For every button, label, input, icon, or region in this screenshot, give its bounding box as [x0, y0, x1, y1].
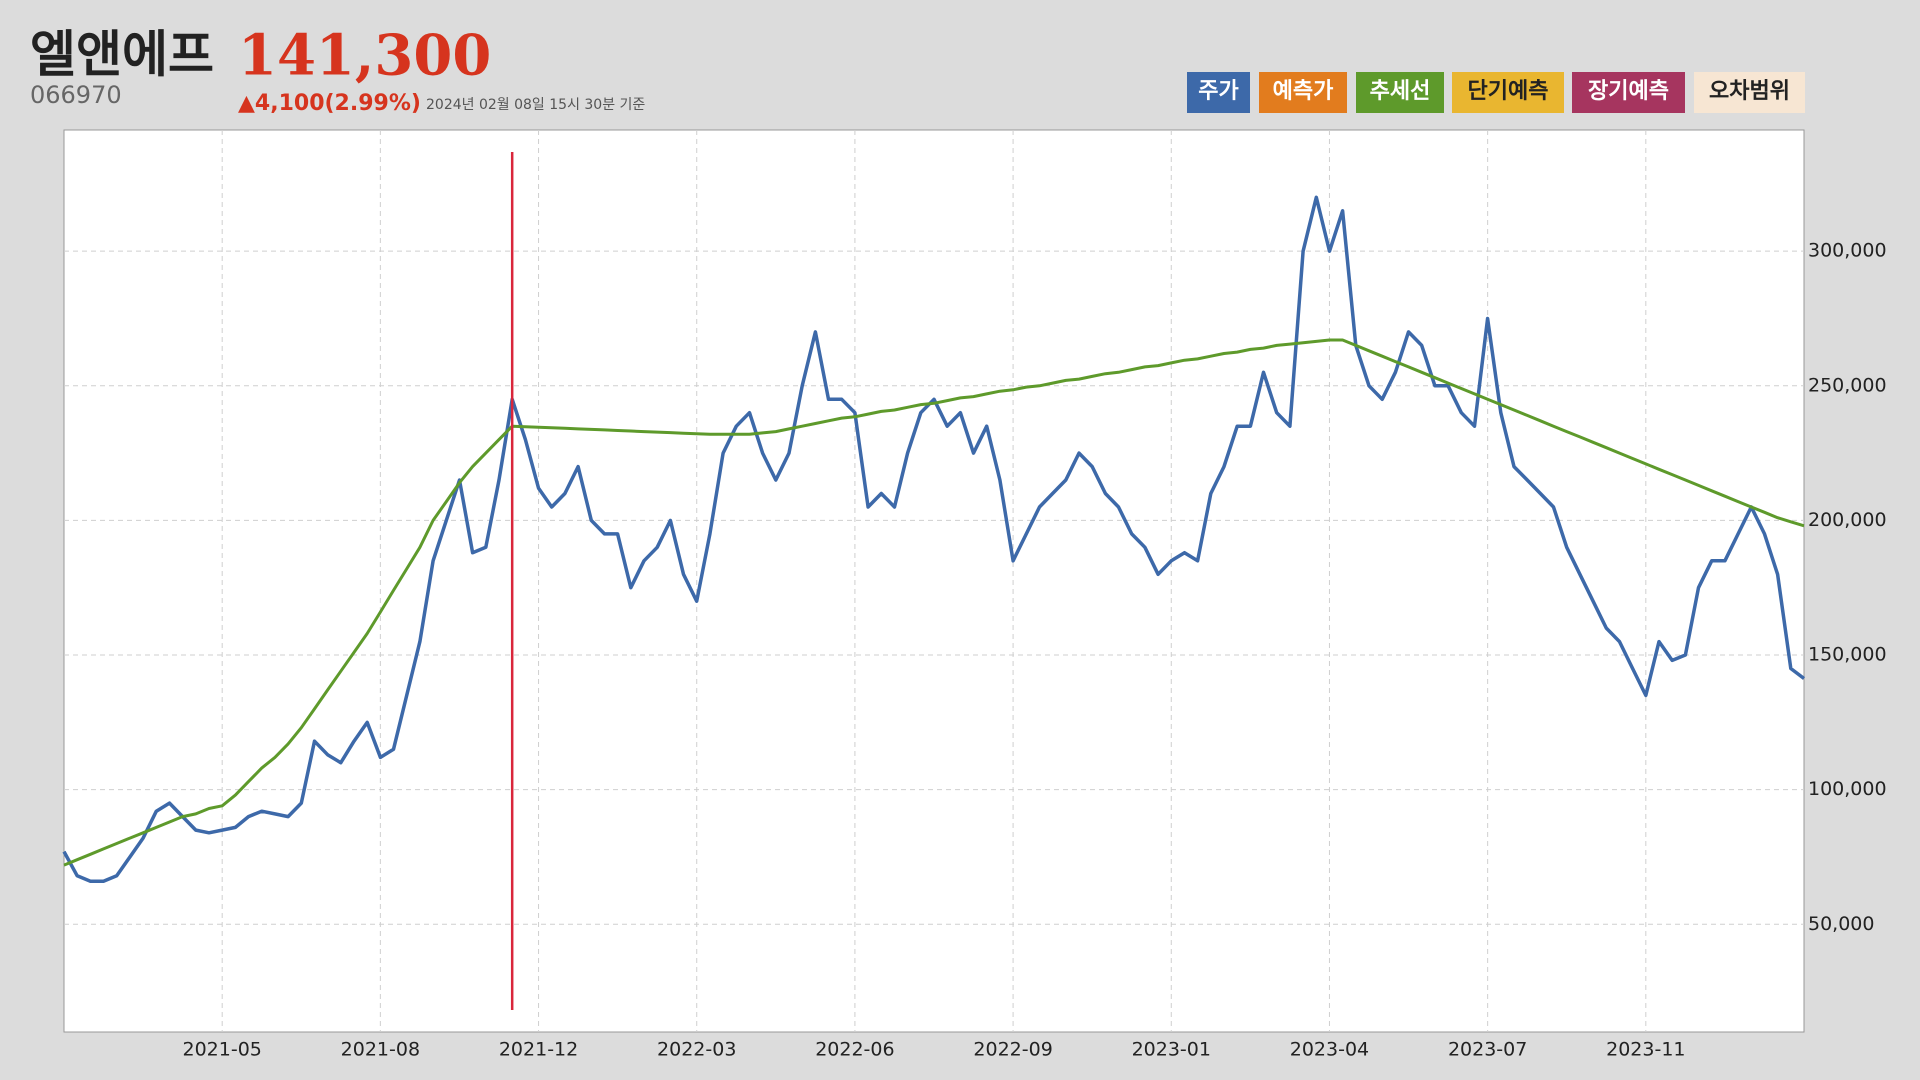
x-tick-label: 2023-07	[1448, 1039, 1527, 1061]
series-line	[63, 338, 1805, 867]
x-tick-label: 2023-04	[1290, 1039, 1369, 1061]
x-tick-label: 2022-09	[973, 1039, 1052, 1061]
stock-code: 066970	[30, 81, 122, 109]
legend-label: 예측가	[1273, 79, 1334, 104]
timestamp: 2024년 02월 08일 15시 30분 기준	[426, 97, 645, 113]
legend-label: 단기예측	[1468, 79, 1549, 104]
price-change: ▲4,100(2.99%)	[238, 91, 421, 116]
legend-label: 주가	[1198, 79, 1238, 104]
legend-swatch	[1187, 72, 1250, 113]
legend-label: 추세선	[1370, 79, 1431, 104]
y-tick-label: 300,000	[1808, 240, 1887, 262]
x-tick-label: 2022-03	[657, 1039, 736, 1061]
plot-area	[63, 129, 1805, 1033]
legend-swatch	[1694, 72, 1805, 113]
legend-swatch	[1452, 72, 1564, 113]
y-tick-label: 100,000	[1808, 778, 1887, 800]
legend-swatch	[1259, 72, 1347, 113]
y-tick-label: 200,000	[1808, 509, 1887, 531]
stock-name: 엘앤에프	[30, 26, 214, 84]
x-tick-label: 2021-08	[341, 1039, 420, 1061]
x-tick-label: 2023-11	[1606, 1039, 1685, 1061]
legend-swatch	[1356, 72, 1444, 113]
legend-swatch	[1572, 72, 1685, 113]
x-tick-label: 2021-12	[499, 1039, 578, 1061]
x-tick-label: 2021-05	[182, 1039, 261, 1061]
legend-label: 장기예측	[1588, 79, 1669, 104]
legend-label: 오차범위	[1709, 79, 1790, 104]
stock-price: 141,300	[238, 23, 491, 89]
x-tick-label: 2022-06	[815, 1039, 894, 1061]
y-tick-label: 150,000	[1808, 644, 1887, 666]
y-tick-label: 50,000	[1808, 913, 1874, 935]
series-line	[62, 195, 1806, 883]
y-tick-label: 250,000	[1808, 374, 1887, 396]
x-tick-label: 2023-01	[1132, 1039, 1211, 1061]
